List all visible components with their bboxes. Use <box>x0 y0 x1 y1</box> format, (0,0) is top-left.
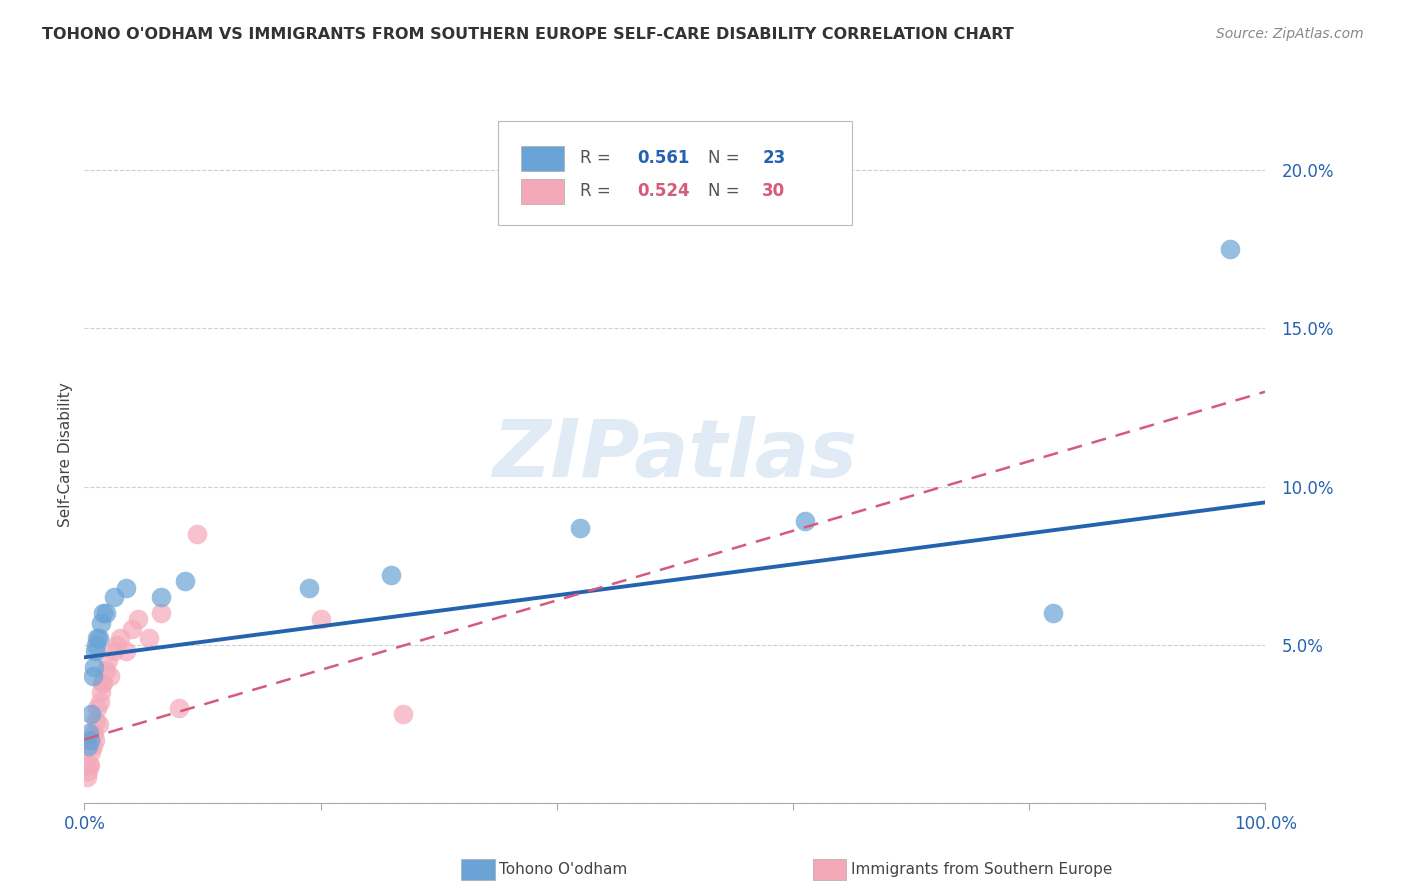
Point <box>114 581 136 595</box>
Point <box>77 726 100 740</box>
Point <box>114 644 136 658</box>
Point <box>76 771 98 785</box>
Y-axis label: Self-Care Disability: Self-Care Disability <box>58 383 73 527</box>
Point <box>107 638 129 652</box>
Point <box>90 615 112 630</box>
Point <box>1042 606 1064 620</box>
Text: Immigrants from Southern Europe: Immigrants from Southern Europe <box>851 863 1112 877</box>
Point <box>77 739 100 753</box>
Point <box>84 638 107 652</box>
Point <box>793 514 815 528</box>
Point <box>108 632 131 646</box>
Text: Source: ZipAtlas.com: Source: ZipAtlas.com <box>1216 27 1364 41</box>
Text: ZIPatlas: ZIPatlas <box>492 416 858 494</box>
Text: TOHONO O'ODHAM VS IMMIGRANTS FROM SOUTHERN EUROPE SELF-CARE DISABILITY CORRELATI: TOHONO O'ODHAM VS IMMIGRANTS FROM SOUTHE… <box>42 27 1014 42</box>
Point <box>91 675 114 690</box>
Point <box>79 757 101 772</box>
Point <box>83 660 105 674</box>
Point <box>167 701 190 715</box>
Point <box>569 521 592 535</box>
Point <box>89 695 111 709</box>
Text: N =: N = <box>709 149 745 167</box>
Point <box>83 726 105 740</box>
Text: R =: R = <box>581 149 616 167</box>
Point <box>77 757 100 772</box>
Point <box>84 714 107 728</box>
Point <box>150 606 173 620</box>
Point <box>91 606 114 620</box>
Text: Tohono O'odham: Tohono O'odham <box>499 863 627 877</box>
Point <box>86 632 108 646</box>
Point <box>84 644 107 658</box>
Point <box>94 606 117 620</box>
Text: N =: N = <box>709 182 745 200</box>
Point <box>150 591 173 605</box>
Point <box>173 574 195 589</box>
FancyBboxPatch shape <box>498 121 852 226</box>
Point <box>121 622 143 636</box>
Point <box>103 644 125 658</box>
Text: 23: 23 <box>762 149 786 167</box>
FancyBboxPatch shape <box>522 146 564 171</box>
Text: 30: 30 <box>762 182 786 200</box>
Point <box>90 685 112 699</box>
Point <box>80 707 103 722</box>
Point <box>86 701 108 715</box>
Point <box>91 675 114 690</box>
Text: R =: R = <box>581 182 616 200</box>
Point <box>103 591 125 605</box>
Point <box>392 707 415 722</box>
Point <box>309 612 332 626</box>
Point <box>82 669 104 683</box>
Point <box>80 745 103 759</box>
FancyBboxPatch shape <box>522 178 564 203</box>
Point <box>94 663 117 677</box>
Point <box>186 527 208 541</box>
Text: 0.561: 0.561 <box>637 149 689 167</box>
Point <box>1219 243 1241 257</box>
Point <box>87 716 110 731</box>
Point <box>79 732 101 747</box>
Point <box>87 632 110 646</box>
Point <box>84 732 107 747</box>
Point <box>138 632 160 646</box>
Point <box>380 568 402 582</box>
Text: 0.524: 0.524 <box>637 182 690 200</box>
Point <box>127 612 149 626</box>
Point <box>298 581 321 595</box>
Point <box>98 669 121 683</box>
Point <box>77 764 100 779</box>
Point <box>82 739 104 753</box>
Point <box>97 653 120 667</box>
